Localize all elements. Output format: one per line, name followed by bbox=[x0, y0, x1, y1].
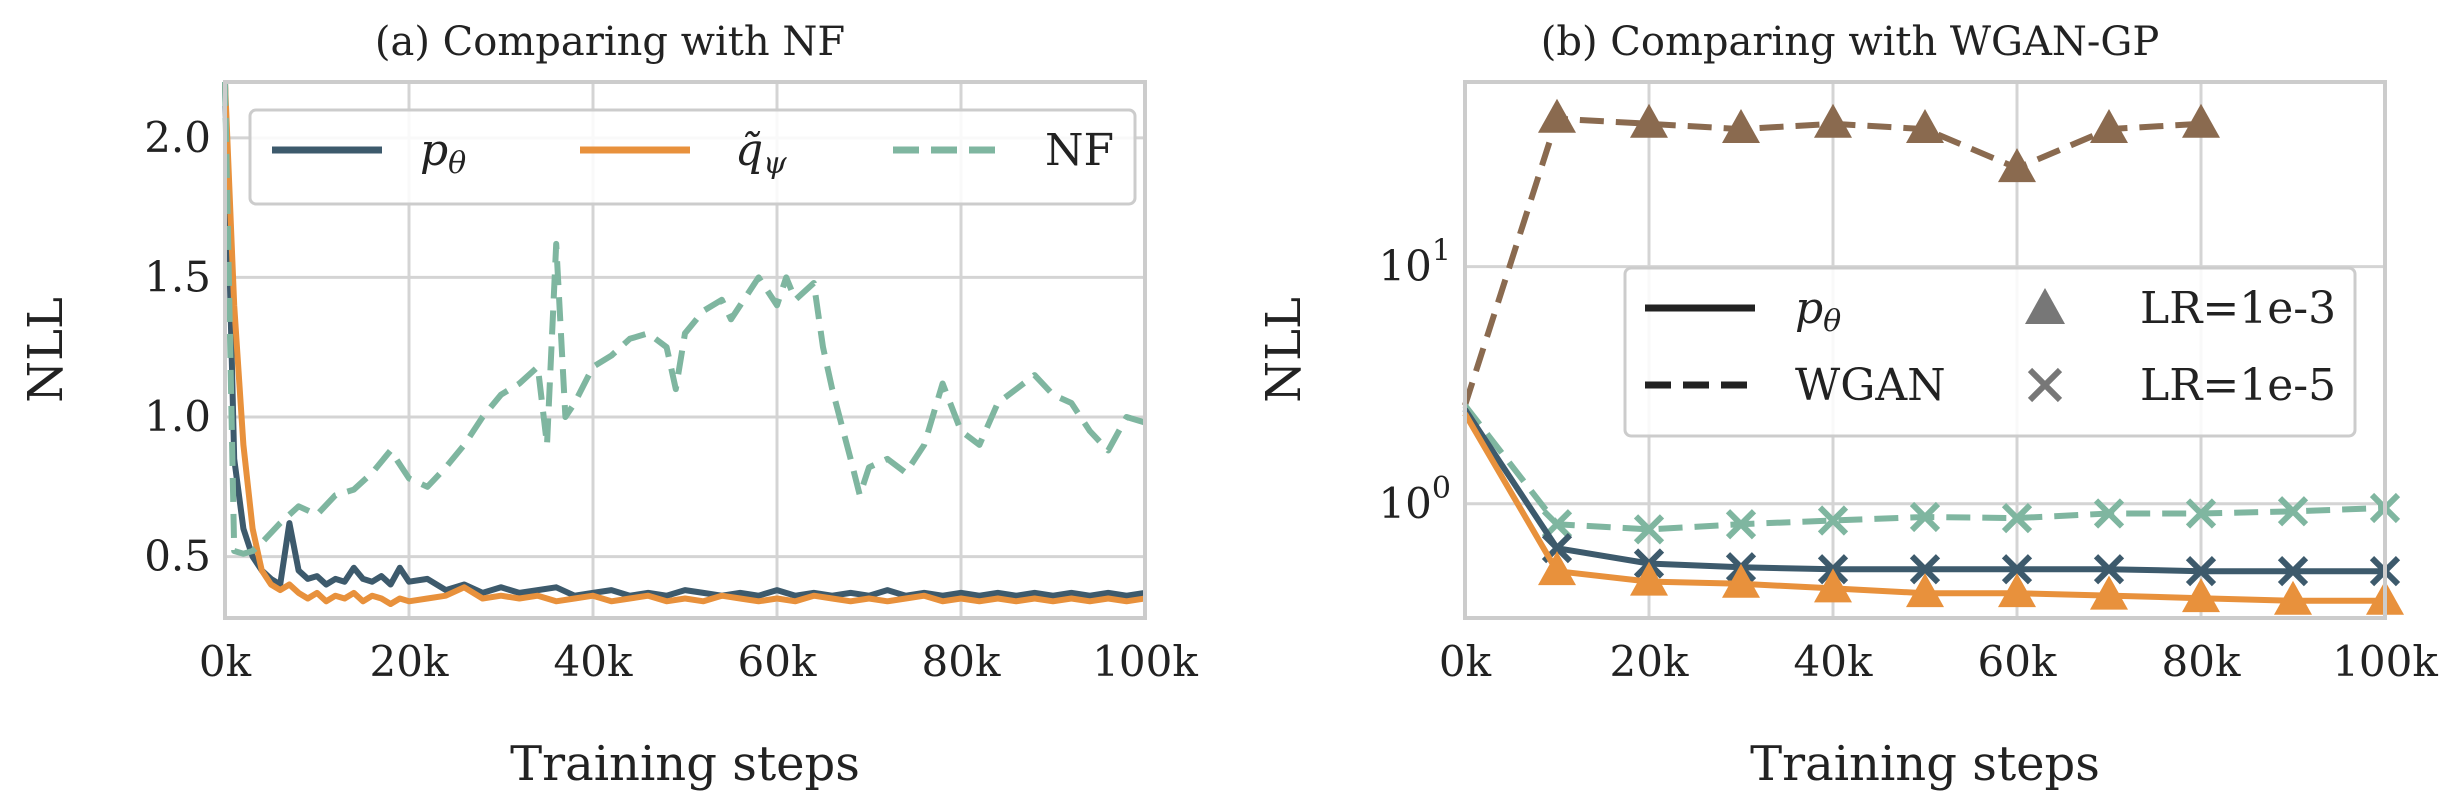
series-line-nf bbox=[222, 81, 1146, 557]
triangle-marker bbox=[1998, 573, 2036, 608]
legend-b-p-label: p bbox=[1795, 283, 1823, 334]
triangle-marker bbox=[1630, 103, 1668, 138]
panel-a-legend-box bbox=[248, 108, 1137, 206]
y-tick-base: 10 bbox=[1378, 242, 1431, 291]
x-tick-label: 40k bbox=[554, 637, 633, 686]
legend-label-lr-1e-3: LR=1e-3 bbox=[2140, 283, 2336, 334]
triangle-marker bbox=[2274, 580, 2312, 615]
x-tick-label: 80k bbox=[922, 637, 1001, 686]
x-marker bbox=[1725, 509, 1757, 540]
panel-a-series-group bbox=[222, 81, 1146, 607]
panel-b-x-axis-label: Training steps bbox=[1750, 736, 2100, 792]
triangle-marker bbox=[2182, 103, 2220, 138]
x-marker bbox=[1817, 505, 1849, 536]
legend-label-q-psi: q̃ψ bbox=[735, 125, 787, 181]
x-marker bbox=[1909, 501, 1941, 533]
x-marker bbox=[2277, 556, 2309, 587]
x-tick-label: 20k bbox=[1610, 637, 1689, 686]
panel-b-title: (b) Comparing with WGAN-GP bbox=[1541, 19, 2160, 65]
legend-label-p-theta-b: pθ bbox=[1795, 283, 1841, 339]
x-marker bbox=[2185, 556, 2217, 587]
legend-p-subscript: θ bbox=[448, 146, 466, 181]
x-tick-label: 80k bbox=[2162, 637, 2241, 686]
triangle-marker bbox=[2090, 575, 2128, 610]
triangle-marker bbox=[2182, 578, 2220, 613]
x-tick-label: 100k bbox=[2332, 637, 2438, 686]
triangle-marker bbox=[1722, 563, 1760, 598]
x-tick-label: 60k bbox=[738, 637, 817, 686]
triangle-marker bbox=[1538, 551, 1576, 586]
triangle-marker bbox=[1814, 568, 1852, 603]
x-marker bbox=[2093, 554, 2125, 585]
x-marker bbox=[2001, 503, 2033, 534]
y-tick-exponent: 0 bbox=[1432, 471, 1451, 506]
legend-x-marker-icon bbox=[2027, 367, 2063, 403]
x-tick-label: 40k bbox=[1794, 637, 1873, 686]
panel-b-legend-box bbox=[1623, 266, 2357, 438]
series-line-q bbox=[222, 81, 1146, 607]
triangle-marker bbox=[1814, 103, 1852, 138]
legend-q-label: q̃ bbox=[735, 125, 763, 176]
x-tick-label: 60k bbox=[1978, 637, 2057, 686]
legend-q-subscript: ψ bbox=[763, 146, 787, 181]
legend-b-p-subscript: θ bbox=[1823, 304, 1841, 339]
x-marker bbox=[2001, 554, 2033, 585]
legend-label-p-theta: pθ bbox=[420, 125, 466, 181]
legend-label-wgan: WGAN bbox=[1795, 360, 1946, 411]
triangle-marker bbox=[1998, 148, 2036, 183]
x-tick-label: 0k bbox=[199, 637, 252, 686]
y-tick-label: 0.5 bbox=[144, 532, 211, 581]
panel-a-legend: pθ q̃ψ NF bbox=[248, 108, 1137, 206]
x-marker bbox=[2277, 496, 2309, 527]
panel-b-legend: pθ LR=1e-3 WGAN LR=1e-5 bbox=[1623, 266, 2357, 438]
y-tick-label: 1.5 bbox=[144, 252, 211, 301]
panel-b-frame bbox=[1463, 80, 2387, 620]
x-marker bbox=[1633, 514, 1665, 545]
x-tick-label: 20k bbox=[370, 637, 449, 686]
y-tick-label: 2.0 bbox=[144, 113, 211, 162]
legend-label-nf: NF bbox=[1045, 125, 1114, 176]
triangle-marker bbox=[1906, 109, 1944, 144]
panel-a-y-axis-label: NLL bbox=[18, 297, 74, 403]
y-tick-exponent: 1 bbox=[1432, 234, 1451, 269]
panel-b-series-group bbox=[1462, 98, 2404, 615]
triangle-marker bbox=[1906, 573, 1944, 608]
x-marker bbox=[2093, 498, 2125, 529]
y-tick-base: 10 bbox=[1378, 479, 1431, 528]
panel-a-chart: 0k 20k 40k 60k 80k 100k 0.5 1.0 1.5 2.0 (a) Compa… bbox=[18, 19, 1198, 792]
x-tick-label: 100k bbox=[1092, 637, 1198, 686]
x-tick-label: 0k bbox=[1439, 637, 1492, 686]
y-tick-label: 1.0 bbox=[144, 392, 211, 441]
panel-b-y-axis-label: NLL bbox=[1256, 297, 1312, 403]
panel-a-frame bbox=[223, 80, 1147, 620]
triangle-marker bbox=[1630, 561, 1668, 596]
y-tick-label: 101 bbox=[1378, 234, 1451, 291]
x-marker bbox=[2185, 498, 2217, 529]
triangle-marker bbox=[1722, 109, 1760, 144]
panel-a-title: (a) Comparing with NF bbox=[375, 19, 845, 65]
triangle-marker bbox=[2090, 109, 2128, 144]
legend-triangle-marker-icon bbox=[2025, 288, 2065, 324]
triangle-marker bbox=[1538, 98, 1576, 133]
legend-label-lr-1e-5: LR=1e-5 bbox=[2140, 360, 2336, 411]
legend-p-label: p bbox=[420, 125, 448, 176]
y-tick-label: 100 bbox=[1378, 471, 1451, 528]
panel-a-x-axis-label: Training steps bbox=[510, 736, 860, 792]
x-marker bbox=[1909, 554, 1941, 585]
